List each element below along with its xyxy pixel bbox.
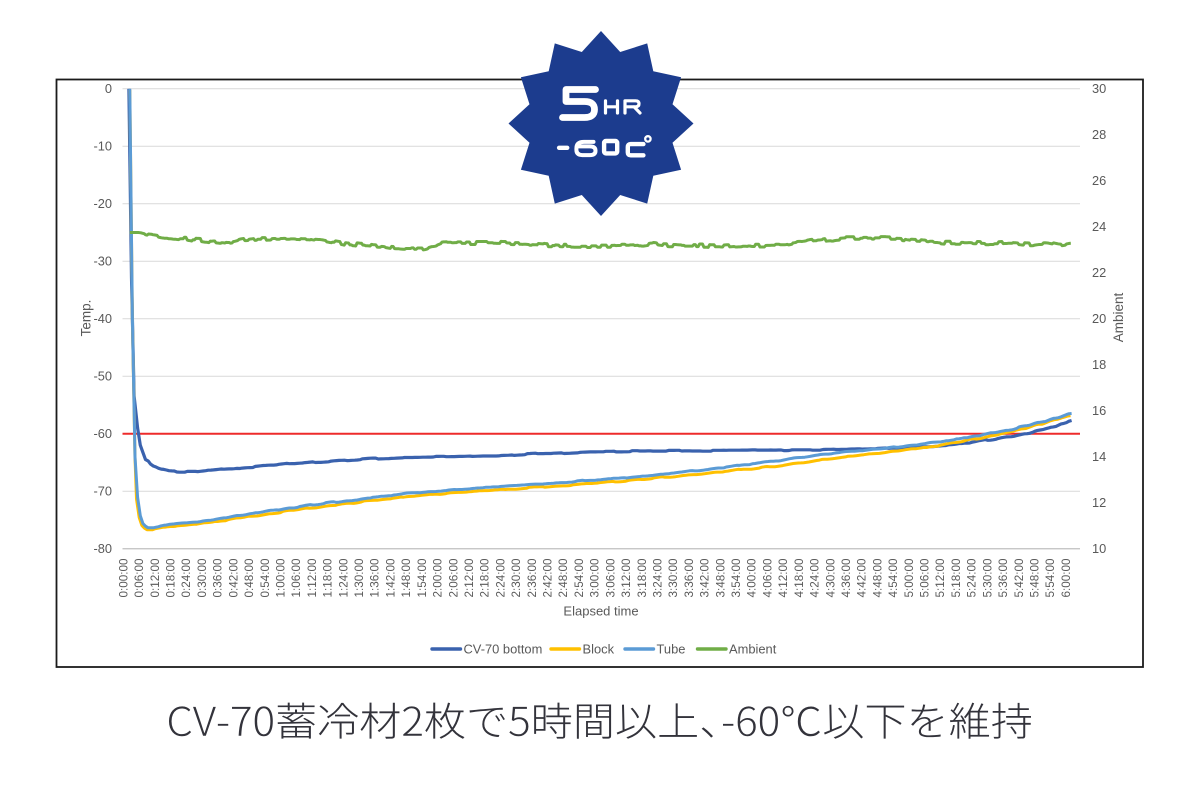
- svg-text:4:18:00: 4:18:00: [793, 558, 806, 597]
- svg-text:4:24:00: 4:24:00: [809, 558, 822, 597]
- svg-text:2:06:00: 2:06:00: [447, 558, 460, 597]
- svg-text:Tube: Tube: [657, 642, 686, 657]
- svg-text:3:24:00: 3:24:00: [652, 558, 665, 597]
- svg-text:-30: -30: [94, 254, 113, 269]
- svg-text:-50: -50: [94, 369, 113, 384]
- svg-text:3:18:00: 3:18:00: [636, 558, 649, 597]
- svg-text:1:36:00: 1:36:00: [369, 558, 382, 597]
- svg-text:5:12:00: 5:12:00: [934, 558, 947, 597]
- svg-text:1:54:00: 1:54:00: [416, 558, 429, 597]
- svg-text:0: 0: [105, 81, 112, 96]
- svg-text:2:36:00: 2:36:00: [526, 558, 539, 597]
- svg-text:1:30:00: 1:30:00: [353, 558, 366, 597]
- svg-text:0:24:00: 0:24:00: [180, 558, 193, 597]
- svg-text:0:54:00: 0:54:00: [259, 558, 272, 597]
- svg-text:3:42:00: 3:42:00: [699, 558, 712, 597]
- svg-text:3:12:00: 3:12:00: [620, 558, 633, 597]
- svg-text:1:24:00: 1:24:00: [337, 558, 350, 597]
- svg-text:6:00:00: 6:00:00: [1060, 558, 1073, 597]
- svg-text:2:42:00: 2:42:00: [542, 558, 555, 597]
- svg-text:4:48:00: 4:48:00: [871, 558, 884, 597]
- svg-text:20: 20: [1092, 311, 1106, 326]
- svg-text:1:00:00: 1:00:00: [275, 558, 288, 597]
- svg-text:0:36:00: 0:36:00: [212, 558, 225, 597]
- svg-text:2:00:00: 2:00:00: [432, 558, 445, 597]
- svg-text:5:24:00: 5:24:00: [966, 558, 979, 597]
- svg-text:Temp.: Temp.: [79, 300, 94, 337]
- svg-text:-20: -20: [94, 196, 113, 211]
- svg-text:1:06:00: 1:06:00: [290, 558, 303, 597]
- svg-text:4:06:00: 4:06:00: [761, 558, 774, 597]
- svg-text:12: 12: [1092, 495, 1106, 510]
- svg-text:3:30:00: 3:30:00: [667, 558, 680, 597]
- svg-text:0:42:00: 0:42:00: [227, 558, 240, 597]
- svg-text:28: 28: [1092, 127, 1106, 142]
- svg-text:3:06:00: 3:06:00: [604, 558, 617, 597]
- svg-text:-10: -10: [94, 139, 113, 154]
- svg-text:30: 30: [1092, 81, 1106, 96]
- svg-text:18: 18: [1092, 357, 1106, 372]
- svg-text:2:12:00: 2:12:00: [463, 558, 476, 597]
- svg-text:5:06:00: 5:06:00: [919, 558, 932, 597]
- svg-text:4:54:00: 4:54:00: [887, 558, 900, 597]
- svg-text:5:48:00: 5:48:00: [1029, 558, 1042, 597]
- svg-text:3:48:00: 3:48:00: [714, 558, 727, 597]
- svg-text:0:48:00: 0:48:00: [243, 558, 256, 597]
- svg-text:2:48:00: 2:48:00: [557, 558, 570, 597]
- svg-text:5:30:00: 5:30:00: [981, 558, 994, 597]
- svg-text:Block: Block: [583, 642, 615, 657]
- svg-text:4:36:00: 4:36:00: [840, 558, 853, 597]
- svg-text:2:30:00: 2:30:00: [510, 558, 523, 597]
- svg-text:3:00:00: 3:00:00: [589, 558, 602, 597]
- svg-text:1:12:00: 1:12:00: [306, 558, 319, 597]
- svg-text:0:00:00: 0:00:00: [117, 558, 130, 597]
- svg-text:22: 22: [1092, 265, 1106, 280]
- svg-text:-60: -60: [94, 426, 113, 441]
- svg-text:0:12:00: 0:12:00: [149, 558, 162, 597]
- svg-text:1:18:00: 1:18:00: [322, 558, 335, 597]
- svg-text:5:54:00: 5:54:00: [1044, 558, 1057, 597]
- svg-text:2:18:00: 2:18:00: [479, 558, 492, 597]
- svg-text:CV-70 bottom: CV-70 bottom: [464, 642, 543, 657]
- svg-text:3:54:00: 3:54:00: [730, 558, 743, 597]
- svg-text:4:30:00: 4:30:00: [824, 558, 837, 597]
- svg-text:0:18:00: 0:18:00: [165, 558, 178, 597]
- svg-text:0:06:00: 0:06:00: [133, 558, 146, 597]
- svg-text:Ambient: Ambient: [729, 642, 777, 657]
- svg-text:10: 10: [1092, 541, 1106, 556]
- svg-text:-70: -70: [94, 484, 113, 499]
- svg-text:4:42:00: 4:42:00: [856, 558, 869, 597]
- svg-text:-80: -80: [94, 541, 113, 556]
- svg-text:Ambient: Ambient: [1111, 292, 1126, 342]
- svg-text:1:48:00: 1:48:00: [400, 558, 413, 597]
- svg-text:Elapsed time: Elapsed time: [563, 604, 638, 619]
- svg-text:14: 14: [1092, 449, 1106, 464]
- svg-text:16: 16: [1092, 403, 1106, 418]
- svg-text:5:18:00: 5:18:00: [950, 558, 963, 597]
- svg-text:-40: -40: [94, 311, 113, 326]
- svg-text:2:54:00: 2:54:00: [573, 558, 586, 597]
- svg-text:0:30:00: 0:30:00: [196, 558, 209, 597]
- svg-text:4:12:00: 4:12:00: [777, 558, 790, 597]
- svg-text:24: 24: [1092, 219, 1106, 234]
- svg-text:26: 26: [1092, 173, 1106, 188]
- svg-text:3:36:00: 3:36:00: [683, 558, 696, 597]
- svg-text:2:24:00: 2:24:00: [494, 558, 507, 597]
- svg-text:4:00:00: 4:00:00: [746, 558, 759, 597]
- svg-text:5:00:00: 5:00:00: [903, 558, 916, 597]
- svg-text:5:36:00: 5:36:00: [997, 558, 1010, 597]
- svg-text:1:42:00: 1:42:00: [384, 558, 397, 597]
- svg-text:5:42:00: 5:42:00: [1013, 558, 1026, 597]
